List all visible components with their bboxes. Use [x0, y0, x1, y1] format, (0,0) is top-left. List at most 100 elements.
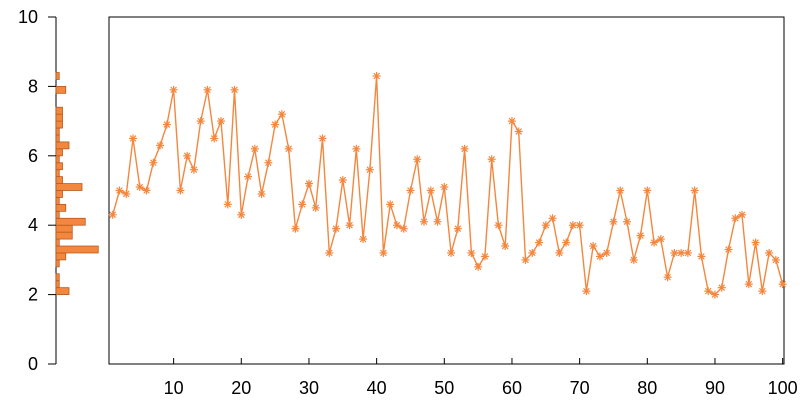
data-point [710, 290, 719, 299]
data-point [196, 117, 205, 126]
histogram-bar [55, 224, 73, 233]
x-tick-label: 90 [705, 378, 725, 398]
data-point [210, 134, 219, 143]
data-point [149, 158, 158, 167]
histogram-bar [55, 231, 73, 240]
data-point [582, 287, 591, 296]
data-point [717, 283, 726, 292]
data-point [528, 248, 537, 257]
x-tick-label: 60 [502, 378, 522, 398]
data-point [271, 120, 280, 129]
data-point [663, 273, 672, 282]
data-point [413, 155, 422, 164]
histogram-bar [55, 176, 63, 184]
data-point [555, 248, 564, 257]
data-point [223, 200, 232, 209]
histogram-bar [55, 148, 63, 157]
histogram-bar [55, 210, 60, 219]
data-point [311, 203, 320, 212]
histogram-bar [55, 72, 60, 80]
data-point [765, 248, 774, 257]
data-point [683, 248, 692, 257]
data-point [677, 248, 686, 257]
histogram-bar [55, 106, 63, 115]
histogram-bar [55, 252, 67, 261]
data-point [629, 255, 638, 264]
data-point [724, 245, 733, 254]
data-point [474, 262, 483, 271]
data-point [650, 238, 659, 247]
data-point [623, 217, 632, 226]
data-point [494, 221, 503, 230]
histogram-bar [55, 203, 67, 212]
histogram-bar [55, 287, 70, 296]
data-point [392, 221, 401, 230]
data-point [352, 144, 361, 153]
data-point [304, 179, 313, 188]
data-point [156, 141, 165, 150]
data-point [575, 221, 584, 230]
data-point [447, 248, 456, 257]
data-point [318, 134, 327, 143]
data-point [250, 144, 259, 153]
data-point [609, 217, 618, 226]
data-point [372, 71, 381, 80]
data-point [433, 217, 442, 226]
data-point [602, 248, 611, 257]
data-point [656, 235, 665, 244]
data-point [480, 252, 489, 261]
data-point [162, 120, 171, 129]
data-point [636, 231, 645, 240]
data-point [176, 186, 185, 195]
data-point [501, 242, 510, 251]
histogram-bar [55, 183, 83, 191]
data-point [541, 221, 550, 230]
x-tick-label: 80 [637, 378, 657, 398]
histogram-bar [55, 113, 63, 122]
histogram-bar [55, 190, 63, 198]
data-point [325, 248, 334, 257]
data-point [264, 158, 273, 167]
y-tick-label: 2 [28, 285, 38, 305]
data-point [284, 144, 293, 153]
data-point [697, 252, 706, 261]
data-point [453, 224, 462, 233]
data-point [643, 186, 652, 195]
data-point [595, 252, 604, 261]
data-point [237, 210, 246, 219]
data-point [142, 186, 151, 195]
data-point [115, 186, 124, 195]
histogram-bar [55, 259, 60, 268]
data-point [535, 238, 544, 247]
data-point [244, 172, 253, 181]
histogram-bar [55, 197, 60, 205]
histogram-bar [55, 86, 67, 94]
data-point [230, 85, 239, 94]
histogram-bar [55, 120, 63, 129]
data-point [189, 165, 198, 174]
histogram-bar [55, 155, 60, 164]
y-tick-label: 8 [28, 76, 38, 96]
x-tick-label: 10 [164, 378, 184, 398]
histogram-bar [55, 134, 60, 143]
data-point [257, 189, 266, 198]
x-tick-label: 20 [231, 378, 251, 398]
data-point [406, 186, 415, 195]
data-point [359, 235, 368, 244]
data-point [298, 200, 307, 209]
histogram-bar [55, 141, 70, 150]
data-point [616, 186, 625, 195]
data-point [507, 117, 516, 126]
data-point [216, 117, 225, 126]
data-point [203, 85, 212, 94]
data-point [169, 85, 178, 94]
histogram-bar [55, 245, 99, 254]
data-point [183, 151, 192, 160]
data-point [129, 134, 138, 143]
histogram [55, 72, 99, 296]
data-point [758, 287, 767, 296]
data-point [487, 155, 496, 164]
data-point [386, 200, 395, 209]
histogram-bar [55, 169, 60, 178]
